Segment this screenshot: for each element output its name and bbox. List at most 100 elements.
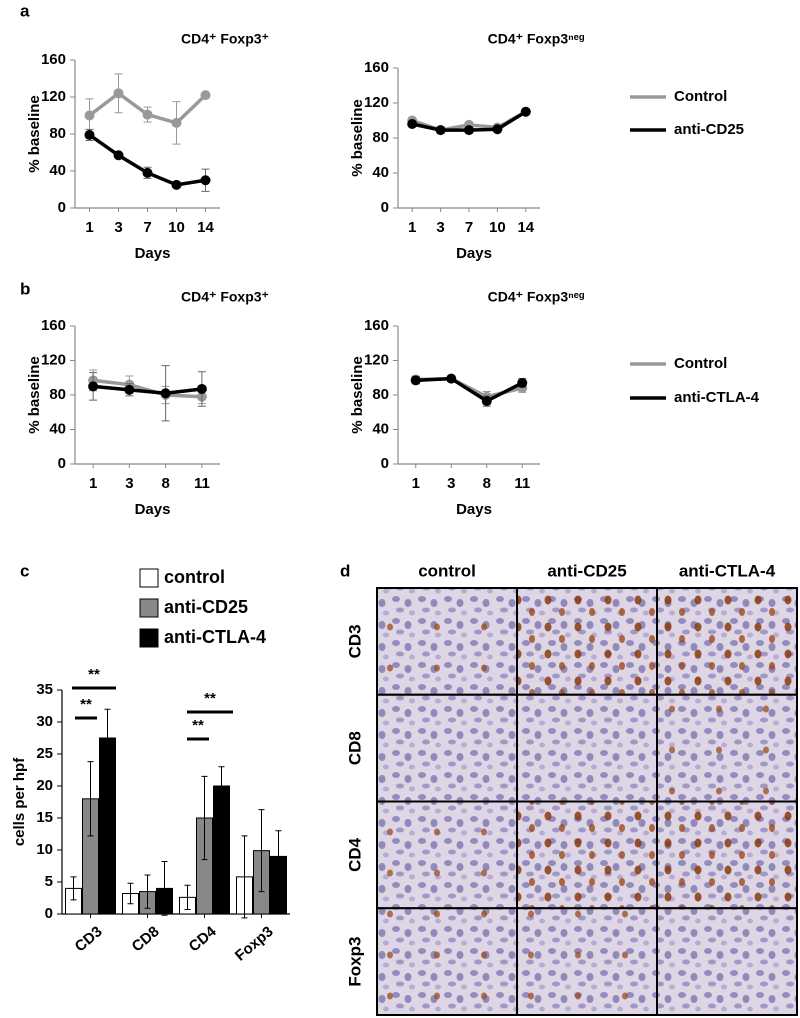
y-tick-label: 15 xyxy=(36,809,53,826)
x-tick-label: 3 xyxy=(436,219,444,236)
x-tick-label: 8 xyxy=(483,475,491,492)
y-tick-label: 40 xyxy=(372,420,389,437)
error-bar xyxy=(70,876,77,901)
y-tick-label: 160 xyxy=(41,51,66,68)
series-line xyxy=(415,376,524,404)
y-tick-label: 80 xyxy=(49,386,66,403)
significance-label: ** xyxy=(204,690,216,707)
point xyxy=(492,124,503,135)
y-tick-label: 0 xyxy=(45,905,53,922)
point xyxy=(520,106,531,117)
panel-label: b xyxy=(20,279,30,298)
legend-swatch xyxy=(139,598,159,618)
y-tick-label: 0 xyxy=(381,455,389,472)
x-tick-label: CD8 xyxy=(129,923,163,955)
x-tick-label: 11 xyxy=(194,475,210,492)
significance-label: ** xyxy=(80,696,92,713)
y-tick-label: 40 xyxy=(49,420,66,437)
point xyxy=(517,377,528,388)
y-tick-label: 120 xyxy=(364,351,389,368)
y-tick-label: 20 xyxy=(36,777,53,794)
legend-label: Control xyxy=(674,88,727,105)
stain-overlay xyxy=(657,694,797,802)
legend-swatch xyxy=(139,628,159,648)
y-tick-label: 120 xyxy=(41,351,66,368)
y-axis-label: % baseline xyxy=(26,95,43,173)
error-bar xyxy=(87,761,94,837)
chart-title: CD4⁺ Foxp3ⁿᵉᵍ xyxy=(488,289,585,305)
legend-label: Control xyxy=(674,355,727,372)
legend-swatch xyxy=(139,568,159,588)
point xyxy=(160,388,171,399)
legend-label: control xyxy=(164,567,225,587)
x-tick-label: CD3 xyxy=(72,923,106,955)
y-tick-label: 35 xyxy=(36,681,53,698)
error-bar xyxy=(161,861,168,916)
point xyxy=(446,373,457,384)
point xyxy=(407,119,418,129)
row-header: CD8 xyxy=(345,731,364,765)
y-tick-label: 0 xyxy=(381,199,389,216)
column-header: anti-CD25 xyxy=(547,561,626,580)
x-tick-label: 3 xyxy=(114,219,122,236)
x-axis-label: Days xyxy=(135,245,171,262)
point xyxy=(171,179,182,190)
chart-title: CD4⁺ Foxp3ⁿᵉᵍ xyxy=(488,31,585,47)
x-axis-label: Days xyxy=(456,501,492,518)
series-line xyxy=(92,384,203,396)
x-axis-label: Days xyxy=(135,501,171,518)
y-tick-label: 80 xyxy=(372,129,389,146)
x-tick-label: Foxp3 xyxy=(232,923,277,964)
x-tick-label: 3 xyxy=(125,475,133,492)
micrograph xyxy=(657,908,797,1015)
point xyxy=(410,375,421,386)
panel-label: a xyxy=(20,1,30,20)
x-tick-label: 11 xyxy=(514,475,530,492)
y-axis-label: cells per hpf xyxy=(11,757,28,846)
point xyxy=(88,381,99,392)
x-tick-label: 1 xyxy=(412,475,420,492)
x-tick-label: 8 xyxy=(161,475,169,492)
micrograph-border xyxy=(656,907,798,1016)
y-tick-label: 120 xyxy=(41,88,66,105)
point xyxy=(435,125,446,136)
micrograph xyxy=(517,694,657,802)
chart-title: CD4⁺ Foxp3⁺ xyxy=(181,31,269,47)
error-bar xyxy=(241,835,248,919)
panel-label: c xyxy=(20,561,29,580)
legend-label: anti-CTLA-4 xyxy=(164,627,266,647)
y-tick-label: 5 xyxy=(45,873,53,890)
stain-overlay xyxy=(377,588,517,695)
x-tick-label: CD4 xyxy=(186,923,220,956)
stain-overlay xyxy=(517,801,657,909)
y-axis-label: % baseline xyxy=(349,99,366,177)
x-tick-label: 1 xyxy=(89,475,97,492)
y-axis-label: % baseline xyxy=(349,356,366,434)
row-header: CD4 xyxy=(345,837,364,872)
x-tick-label: 10 xyxy=(168,219,185,236)
point xyxy=(113,150,124,161)
significance-label: ** xyxy=(192,717,204,734)
y-tick-label: 40 xyxy=(372,164,389,181)
point xyxy=(464,125,474,136)
point xyxy=(142,167,153,178)
stain-overlay xyxy=(657,801,797,909)
x-tick-label: 7 xyxy=(143,219,151,236)
point xyxy=(171,117,182,128)
point xyxy=(200,90,211,101)
x-tick-label: 3 xyxy=(447,475,455,492)
point xyxy=(124,384,135,395)
y-tick-label: 30 xyxy=(36,713,53,730)
column-header: control xyxy=(418,561,476,580)
column-header: anti-CTLA-4 xyxy=(679,561,776,580)
row-header: CD3 xyxy=(345,624,364,658)
y-tick-label: 160 xyxy=(364,317,389,334)
point xyxy=(196,383,207,394)
point xyxy=(481,396,492,407)
y-tick-label: 80 xyxy=(372,386,389,403)
point xyxy=(113,88,124,99)
significance-label: ** xyxy=(88,666,100,683)
legend-label: anti-CD25 xyxy=(164,597,248,617)
stain-overlay xyxy=(377,908,517,1015)
